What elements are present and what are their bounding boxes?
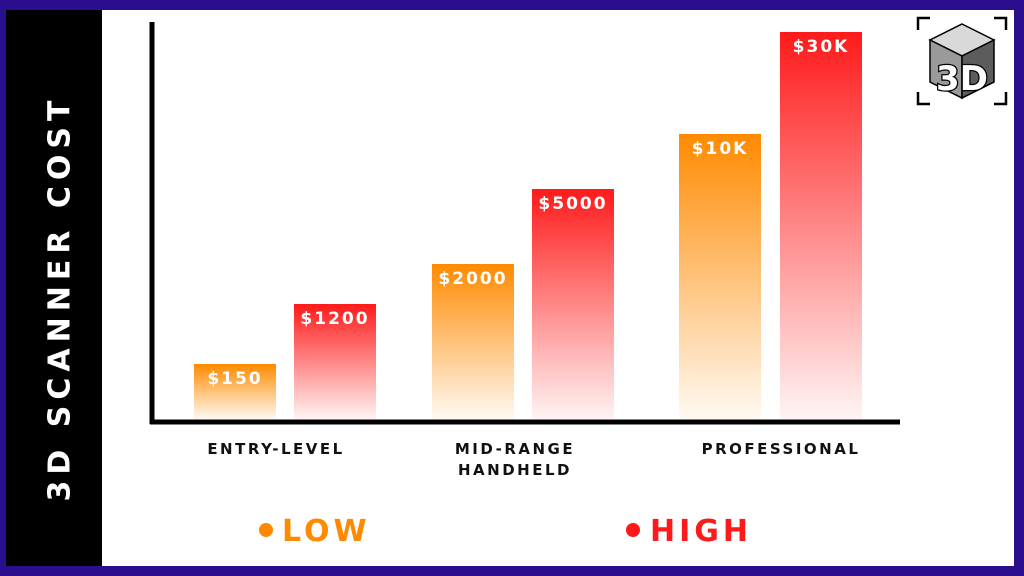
bar-label-low-2: $10K (692, 139, 749, 159)
legend-marker-low (259, 523, 273, 537)
category-label-1: MID-RANGE HANDHELD (455, 440, 575, 479)
logo-text: 3D (936, 59, 988, 99)
legend-label-low: LOW (282, 514, 371, 549)
chart-title: 3D SCANNER COST (42, 94, 78, 502)
bar-high-1 (532, 189, 614, 419)
chart: $150 $2000 $10K $1200 $5000 $30K ENTRY-LEVEL M… (149, 16, 1008, 549)
cube-icon (928, 23, 996, 100)
bar-low-1 (432, 264, 514, 419)
bar-high-0 (294, 304, 376, 419)
category-label-0: ENTRY-LEVEL (207, 440, 344, 458)
chart-panel: $150 $2000 $10K $1200 $5000 $30K ENTRY-LEVEL M… (102, 10, 1014, 566)
legend-marker-high (626, 523, 640, 537)
legend: LOW HIGH (259, 514, 752, 549)
bar-label-high-1: $5000 (538, 194, 607, 214)
bars (194, 32, 862, 419)
bar-low-2 (679, 134, 761, 419)
bar-label-low-1: $2000 (438, 269, 507, 289)
title-bar: 3D SCANNER COST (6, 10, 102, 566)
legend-label-high: HIGH (650, 514, 752, 549)
bar-labels: $150 $2000 $10K $1200 $5000 $30K (207, 37, 850, 389)
bar-label-low-0: $150 (207, 369, 262, 389)
corner-brackets (916, 16, 1008, 106)
category-labels: ENTRY-LEVEL MID-RANGE HANDHELD PROFESSIONAL (207, 440, 861, 479)
bar-high-2 (780, 32, 862, 419)
bar-low-0 (194, 364, 276, 419)
bar-label-high-0: $1200 (300, 309, 369, 329)
category-label-2: PROFESSIONAL (702, 440, 861, 458)
bar-label-high-2: $30K (793, 37, 850, 57)
logo: 3D (916, 16, 1008, 106)
